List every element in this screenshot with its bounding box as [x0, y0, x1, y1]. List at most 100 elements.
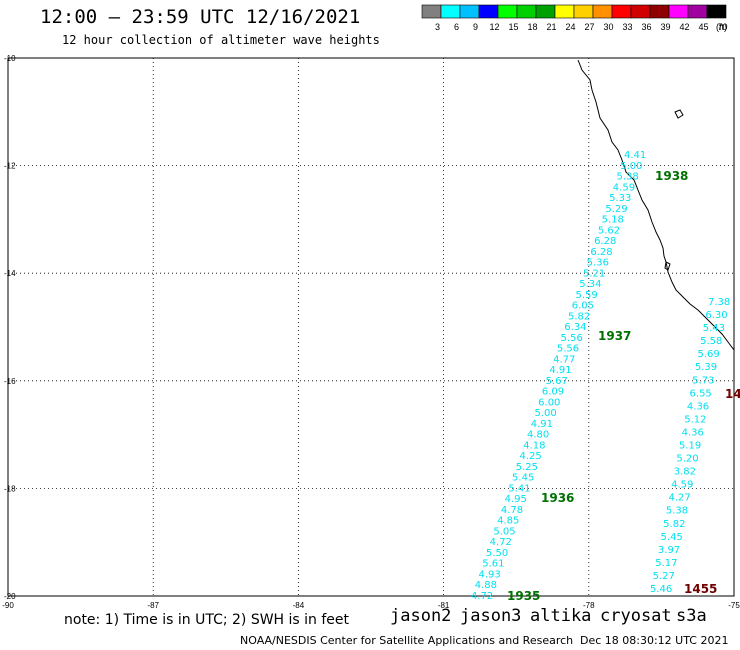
wave-height-label: 4.36	[687, 401, 709, 412]
wave-height-label: 6.09	[542, 387, 564, 398]
wave-height-label: 5.17	[655, 558, 677, 569]
pass-time-label: 1455	[684, 582, 717, 596]
wave-height-label: 6.28	[594, 236, 616, 247]
legend-label: 70	[717, 22, 727, 32]
lat-label: -18	[4, 484, 16, 493]
credit-line: NOAA/NESDIS Center for Satellite Applica…	[240, 634, 574, 647]
wave-height-label: 5.38	[617, 172, 639, 183]
pass-time-label: 1936	[541, 491, 574, 505]
legend-label: 27	[584, 22, 594, 32]
map-subtitle: 12 hour collection of altimeter wave hei…	[62, 33, 380, 47]
pass-time-label: 1935	[507, 589, 540, 603]
lon-label: -84	[293, 601, 305, 610]
legend-label: 21	[546, 22, 556, 32]
wave-height-label: 5.73	[692, 375, 714, 386]
wave-height-label: 5.67	[546, 376, 568, 387]
south-america-coastline	[577, 59, 735, 351]
wave-height-label: 7.38	[708, 297, 730, 308]
wave-height-label: 4.85	[497, 516, 519, 527]
wave-height-label: 4.95	[505, 494, 527, 505]
legend-swatch-42	[668, 4, 689, 19]
wave-height-label: 5.82	[663, 519, 685, 530]
legend-label: 42	[679, 22, 689, 32]
wave-height-label: 5.61	[482, 559, 504, 570]
wave-height-label: 5.41	[508, 483, 530, 494]
legend-swatch-6	[440, 4, 461, 19]
legend-swatch-15	[497, 4, 518, 19]
wave-height-label: 3.82	[674, 467, 696, 478]
wave-height-label: 4.88	[475, 580, 497, 591]
wave-height-label: 5.56	[557, 344, 579, 355]
map-title: 12:00 – 23:59 UTC 12/16/2021	[40, 6, 361, 28]
legend-swatch-70	[706, 4, 727, 19]
legend-swatch-30	[592, 4, 613, 19]
legend-label: 33	[622, 22, 632, 32]
sat-s3a: s3a	[676, 606, 707, 626]
legend-swatch-12	[478, 4, 499, 19]
legend-label: 18	[527, 22, 537, 32]
lon-label: -78	[583, 601, 595, 610]
axis-labels: -10 -12 -14 -16 -18 -20-90 -87 -84 -81 -78 -75	[2, 54, 740, 610]
wave-height-label: 6.05	[572, 301, 594, 312]
wave-height-label: 5.62	[598, 225, 620, 236]
wave-height-label: 5.00	[620, 161, 642, 172]
wave-height-label: 6.34	[564, 322, 586, 333]
wave-height-label: 5.38	[666, 506, 688, 517]
wave-height-label: 5.19	[679, 441, 701, 452]
legend-label: 6	[454, 22, 459, 32]
sat-cryosat: cryosat	[600, 606, 672, 626]
wave-height-label: 5.69	[697, 349, 719, 360]
wave-height-label: 4.91	[549, 365, 571, 376]
legend-swatch-18	[516, 4, 537, 19]
wave-height-label: 5.45	[661, 532, 683, 543]
lon-label: -75	[728, 601, 740, 610]
color-legend: 3 6 9 12 15 18 21 24 27 30 33 36 39 42 45 70(ft)	[421, 4, 728, 32]
wave-height-label: 5.46	[650, 584, 672, 595]
coastline	[577, 59, 735, 351]
legend-swatch-33	[611, 4, 632, 19]
lon-label: -81	[438, 601, 450, 610]
wave-height-label: 5.05	[493, 526, 515, 537]
lake-titicaca-outline	[674, 109, 684, 119]
sat-jason2: jason2	[390, 606, 452, 626]
wave-height-label: 4.27	[668, 493, 690, 504]
graticule-grid	[8, 58, 734, 596]
wave-height-label: 5.20	[676, 454, 698, 465]
footer-note: note: 1) Time is in UTC; 2) SWH is in fe…	[64, 612, 350, 628]
wave-height-label: 5.27	[653, 571, 675, 582]
lon-label: -87	[147, 601, 159, 610]
wave-height-label: 5.59	[575, 290, 597, 301]
legend-swatch-21	[535, 4, 556, 19]
wave-height-label: 6.55	[690, 388, 712, 399]
wave-height-label: 5.50	[486, 548, 508, 559]
map-frame	[7, 57, 735, 597]
wave-height-label: 4.59	[671, 480, 693, 491]
wave-height-label: 4.36	[682, 427, 704, 438]
legend-label: 30	[603, 22, 613, 32]
wave-track-b: 7.38 6.30 5.43 5.58 5.69 5.39 5.73 6.55 4.36 5.12…	[650, 297, 730, 595]
wave-height-label: 5.33	[609, 193, 631, 204]
wave-height-label: 5.58	[700, 336, 722, 347]
legend-label: 36	[641, 22, 651, 32]
lat-label: -10	[4, 54, 16, 63]
sat-altika: altika	[530, 606, 592, 626]
legend-swatch-36	[630, 4, 651, 19]
lat-label: -20	[4, 592, 16, 601]
wave-height-label: 5.39	[695, 362, 717, 373]
wave-height-label: 5.18	[602, 215, 624, 226]
timestamp: Dec 18 08:30:12 UTC 2021	[580, 634, 729, 647]
wave-height-label: 4.72	[490, 537, 512, 548]
legend-label: 24	[565, 22, 575, 32]
wave-height-label: 5.21	[583, 268, 605, 279]
wave-height-label: 5.29	[605, 204, 627, 215]
wave-height-label: 5.56	[561, 333, 583, 344]
wave-height-label: 5.25	[516, 462, 538, 473]
wave-height-label: 5.12	[684, 414, 706, 425]
pass-time-label: 1937	[598, 329, 631, 343]
legend-label: 3	[435, 22, 440, 32]
wave-height-label: 5.00	[534, 408, 556, 419]
sat-jason3: jason3	[460, 606, 522, 626]
wave-height-label: 6.30	[705, 310, 727, 321]
legend-swatch-27	[573, 4, 594, 19]
